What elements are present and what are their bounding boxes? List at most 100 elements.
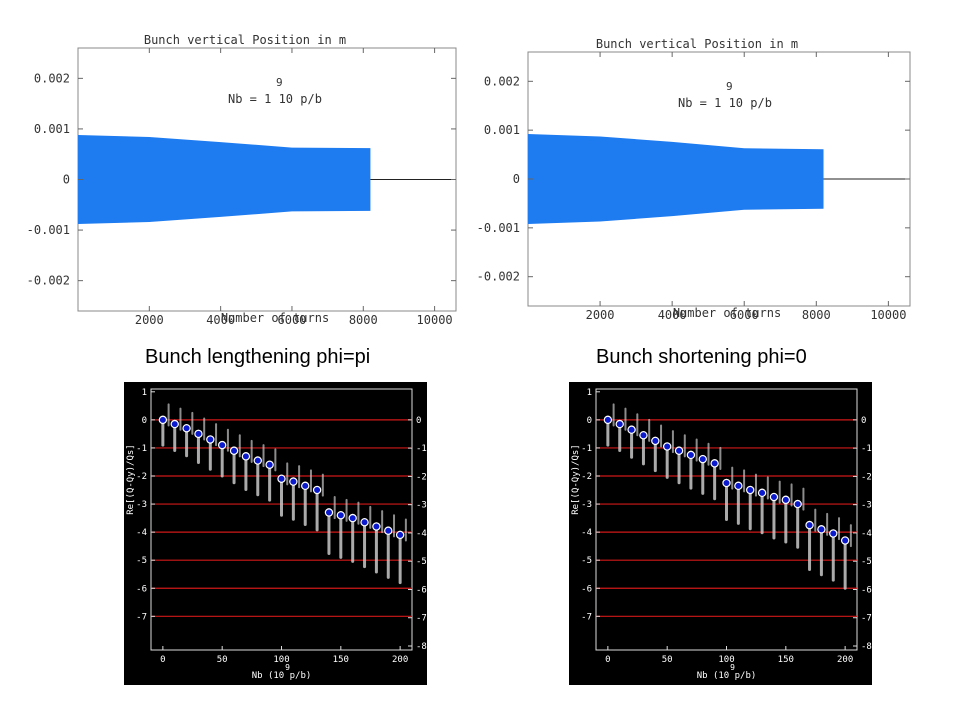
oscillation-envelope: [528, 134, 824, 224]
y-tick-label: 0: [142, 416, 147, 426]
x-label-exponent: 9: [285, 663, 290, 672]
data-point: [312, 485, 322, 495]
data-point: [241, 452, 251, 461]
data-point: [840, 536, 850, 545]
time-series-panel-2: 0.002 0.001 0 -0.001 -0.002 2000 4000 6000 8000 1…: [477, 37, 911, 322]
y-tick-label: -0.002: [477, 270, 520, 284]
data-point: [372, 522, 381, 531]
right-tick-label: -5: [861, 557, 872, 567]
data-point: [348, 513, 357, 523]
y-tick-label: -7: [581, 612, 592, 622]
data-point: [384, 526, 393, 535]
y-tick-label: -6: [581, 584, 592, 594]
y-tick-label: 1: [587, 388, 592, 398]
y-tick-label: 0.002: [34, 71, 70, 85]
chart-title: Bunch vertical Position in m: [144, 33, 346, 47]
data-point: [639, 431, 648, 440]
y-tick-label: -5: [136, 556, 147, 566]
y-tick-label: -3: [136, 500, 147, 510]
y-tick-label: 0.001: [484, 123, 520, 137]
right-tick-label: -4: [861, 529, 872, 539]
y-tick-label: -4: [136, 528, 147, 538]
x-label-exponent: 9: [730, 663, 735, 672]
time-series-panel-1: 0.002 0.001 0 -0.001 -0.002 2000 4000 6000 8000 1…: [27, 33, 457, 327]
annotation-text: Nb = 1 10 p/b: [228, 92, 322, 106]
x-axis-label: Number of turns: [673, 306, 781, 320]
y-tick-label: -7: [136, 612, 147, 622]
caption-left: Bunch lengthening phi=pi: [145, 346, 371, 368]
data-point: [206, 435, 215, 444]
chart-title: Bunch vertical Position in m: [596, 37, 798, 51]
data-point: [817, 525, 826, 534]
y-tick-label: 0: [513, 172, 520, 186]
y-tick-label: -0.002: [27, 274, 70, 288]
data-point: [336, 511, 346, 520]
right-tick-label: -3: [416, 501, 427, 511]
oscillation-envelope: [78, 134, 371, 225]
data-point: [746, 485, 755, 495]
y-tick-label: 1: [142, 388, 147, 398]
data-point: [289, 477, 298, 486]
x-tick-label: 50: [217, 655, 228, 665]
data-point: [829, 529, 838, 538]
annotation-text: Nb = 1 10 p/b: [678, 96, 772, 110]
y-tick-label: 0.002: [484, 74, 520, 88]
y-tick-label: -6: [136, 584, 147, 594]
x-axis-label: Nb (10 p/b): [697, 671, 757, 681]
x-tick-label: 6000: [730, 308, 759, 322]
annotation-exponent: 9: [726, 80, 733, 93]
y-tick-label: 0: [587, 416, 592, 426]
x-tick-label: 10000: [417, 313, 453, 327]
y-axis-label: Re[(Q-Qy)/Qs]: [126, 444, 136, 514]
data-point: [793, 499, 802, 509]
x-tick-label: 4000: [206, 313, 235, 327]
data-point: [722, 478, 731, 488]
x-axis-label: Number of turns: [221, 311, 329, 325]
data-point: [615, 419, 624, 429]
x-tick-label: 0: [605, 655, 610, 665]
data-point: [253, 456, 262, 465]
right-tick-label: -8: [416, 642, 427, 652]
x-tick-label: 150: [778, 655, 794, 665]
caption-right: Bunch shortening phi=0: [596, 346, 807, 368]
x-tick-label: 100: [273, 655, 289, 665]
data-point: [734, 481, 743, 491]
x-tick-label: 200: [837, 655, 853, 665]
right-tick-label: -5: [416, 557, 427, 567]
right-tick-label: -1: [861, 444, 872, 454]
data-point: [217, 440, 227, 450]
x-tick-label: 0: [160, 655, 165, 665]
right-tick-label: -4: [416, 529, 427, 539]
data-point: [324, 508, 334, 517]
data-point: [710, 459, 719, 468]
right-tick-label: 0: [861, 416, 866, 426]
annotation-exponent: 9: [276, 76, 283, 89]
right-tick-label: -6: [416, 585, 427, 595]
data-point: [651, 436, 660, 446]
data-point: [265, 460, 274, 469]
right-tick-label: -7: [861, 614, 872, 624]
data-point: [395, 530, 405, 540]
y-tick-label: -1: [136, 444, 147, 454]
data-point: [301, 481, 310, 491]
right-tick-label: -3: [861, 501, 872, 511]
data-point: [229, 446, 239, 455]
stability-panel-1: 1 0 -1 -2 -3 -4 -5 -6 -7 0 -1 -2 -3 -4 -5 -6 -7 -8 0 50 100 1…: [124, 382, 427, 685]
data-point: [686, 450, 696, 460]
data-point: [170, 419, 179, 429]
data-point: [360, 518, 369, 527]
right-tick-label: -2: [416, 472, 427, 482]
right-tick-label: 0: [416, 416, 421, 426]
y-tick-label: 0: [63, 173, 70, 187]
x-tick-label: 2000: [586, 308, 615, 322]
data-point: [757, 488, 767, 498]
y-tick-label: -2: [136, 472, 147, 482]
right-tick-label: -2: [861, 472, 872, 482]
right-tick-label: -1: [416, 444, 427, 454]
y-axis-label: Re[(Q-Qy)/Qs]: [571, 444, 581, 514]
y-tick-label: -0.001: [477, 221, 520, 235]
x-tick-label: 200: [392, 655, 408, 665]
data-point: [158, 415, 168, 425]
y-tick-label: -2: [581, 472, 592, 482]
